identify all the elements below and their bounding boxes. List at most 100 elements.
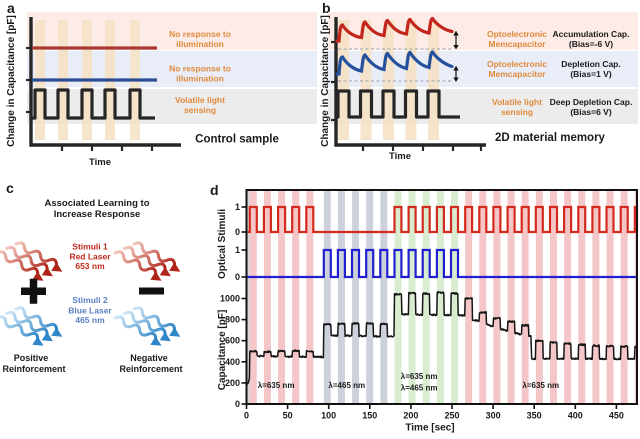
svg-text:illumination: illumination [176,39,224,49]
y-tick-label: 1000 [220,294,240,304]
row3-stimulus-label: Volatile light [492,97,542,107]
panel-b-x-axis-label: Time [389,151,411,162]
wavelength-annotation: λ=635 nm [401,372,438,381]
illumination-stripe [606,191,614,403]
svg-text:Reinforcement: Reinforcement [2,364,65,374]
x-tick-label: 100 [321,411,336,421]
illumination-stripe [422,191,430,403]
illumination-stripe [436,191,444,403]
panel-b-y-axis-label: Change in Capacitance [pF] [320,15,331,147]
wavelength-annotation: λ=635 nm [258,381,295,390]
y-tick-label: 600 [225,336,240,346]
panel-a-letter: a [7,0,15,16]
x-tick-label: 400 [568,411,583,421]
positive-reinforcement-label: Positive [14,353,49,363]
stimulus2-label: Stimuli 2 [72,295,108,305]
plus-icon [21,278,46,304]
y-tick-label: 200 [225,378,240,388]
stimulus1-label: Stimuli 1 [72,242,108,252]
illumination-stripe [394,191,402,403]
svg-text:(Bias=1 V): (Bias=1 V) [570,69,612,79]
red-stimulus-wave [246,205,639,234]
stimulus-tick-label: 1 [235,202,240,212]
blue-laser-arrows-right [111,295,185,358]
deep-depletion-wave [336,89,460,119]
illumination-stripe [352,191,360,403]
time-axis-label: Time [sec] [405,423,454,434]
illumination-stripe [278,191,286,403]
svg-text:465 nm: 465 nm [75,315,105,325]
illumination-stripe [634,191,636,403]
illumination-stripe [451,191,459,403]
delta-arrow-red [453,30,459,50]
wavelength-annotation: λ=465 nm [328,381,365,390]
row1-response-label: Accumulation Cap. [553,29,630,39]
stimulus-tick-label: 0 [235,272,240,282]
x-tick-label: 300 [486,411,501,421]
svg-text:sensing: sensing [501,107,533,117]
y-tick-label: 0 [235,399,240,409]
panel-c-letter: c [6,180,14,196]
panel-b-caption: 2D material memory [495,132,606,144]
stimulus-tick-label: 0 [235,227,240,237]
svg-text:illumination: illumination [176,74,224,84]
x-tick-label: 450 [609,411,624,421]
svg-text:Reinforcement: Reinforcement [119,364,182,374]
panel-d-chart: 0 50 100 150 200 250 300 350 400 4501000800600400… [220,189,639,421]
illumination-stripe [366,191,374,403]
band-pink [328,12,638,50]
svg-text:(Bias=-6 V): (Bias=-6 V) [569,39,613,49]
panel-a-y-axis-label: Change in Capacitance [pF] [6,15,17,147]
illumination-stripe [578,191,586,403]
axis-ticks [26,46,154,151]
accumulation-response-curve [335,16,454,43]
panel-a: a Change in Capacitance [pF] Time No res… [6,0,317,168]
panel-b-letter: b [322,0,331,16]
svg-text:(Bias=6 V): (Bias=6 V) [570,107,612,117]
capacitance-axis-label: Capacitance [pF] [217,310,228,391]
illumination-stripe [249,191,257,403]
capacitance-trace [245,291,638,386]
light-pulse-stripes [338,20,439,140]
row2-label: No response to [169,64,231,74]
minus-icon [139,287,164,295]
svg-text:Increase Response: Increase Response [54,209,141,220]
illumination-stripe [263,191,271,403]
svg-text:sensing: sensing [184,105,216,115]
axes [334,17,486,147]
blue-stimulus-wave [246,248,637,279]
illumination-stripe [306,191,314,403]
row2-response-label: Depletion Cap. [561,59,621,69]
illumination-stripe [620,191,628,403]
x-tick-label: 50 [283,411,293,421]
illumination-stripe [479,191,487,403]
x-tick-label: 150 [362,411,377,421]
svg-text:Blue Laser: Blue Laser [68,306,112,316]
wavelength-annotation: λ=465 nm [401,383,438,392]
x-tick-label: 350 [527,411,542,421]
stimulus-tick-label: 1 [235,245,240,255]
baseline-dashes [338,48,453,82]
depletion-response-curve [335,50,454,76]
panel-c: c Associated Learning to Increase Respon… [0,180,185,374]
illumination-stripe [323,191,331,403]
panel-d-letter: d [210,182,219,198]
row2-stimulus-label: Optoelectronic [487,59,547,69]
axis-ticks [331,40,483,151]
illumination-stripe [535,191,543,403]
illumination-stripe [292,191,300,403]
volatile-sensing-wave [32,88,155,120]
panel-a-caption: Control sample [195,134,279,146]
illumination-stripe [337,191,345,403]
row3-label: Volatile light [175,95,225,105]
panel-c-title: Associated Learning to [44,198,149,209]
axes [29,17,181,147]
x-tick-label: 200 [403,411,418,421]
blue-laser-arrows-left [0,295,67,358]
optical-stimuli-axis-label: Optical Stimuli [217,209,228,279]
row1-stimulus-label: Optoelectronic [487,29,547,39]
svg-text:Red Laser: Red Laser [69,252,111,262]
row3-response-label: Deep Depletion Cap. [550,97,633,107]
panel-d: d 0 50 100 150 200 250 300 350 400 45010008006004… [210,182,639,434]
